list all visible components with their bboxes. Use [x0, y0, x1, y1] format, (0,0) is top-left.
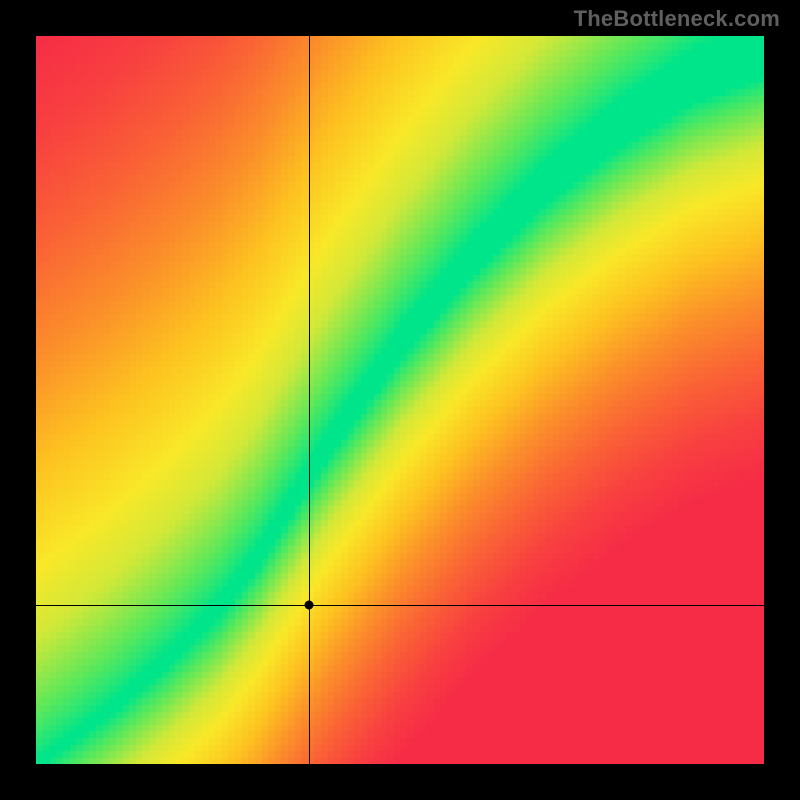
- crosshair-horizontal: [36, 605, 764, 606]
- crosshair-marker: [305, 601, 314, 610]
- heatmap-canvas: [36, 36, 764, 764]
- chart-container: TheBottleneck.com: [0, 0, 800, 800]
- crosshair-vertical: [309, 36, 310, 764]
- plot-frame: [36, 36, 764, 764]
- watermark-text: TheBottleneck.com: [574, 6, 780, 32]
